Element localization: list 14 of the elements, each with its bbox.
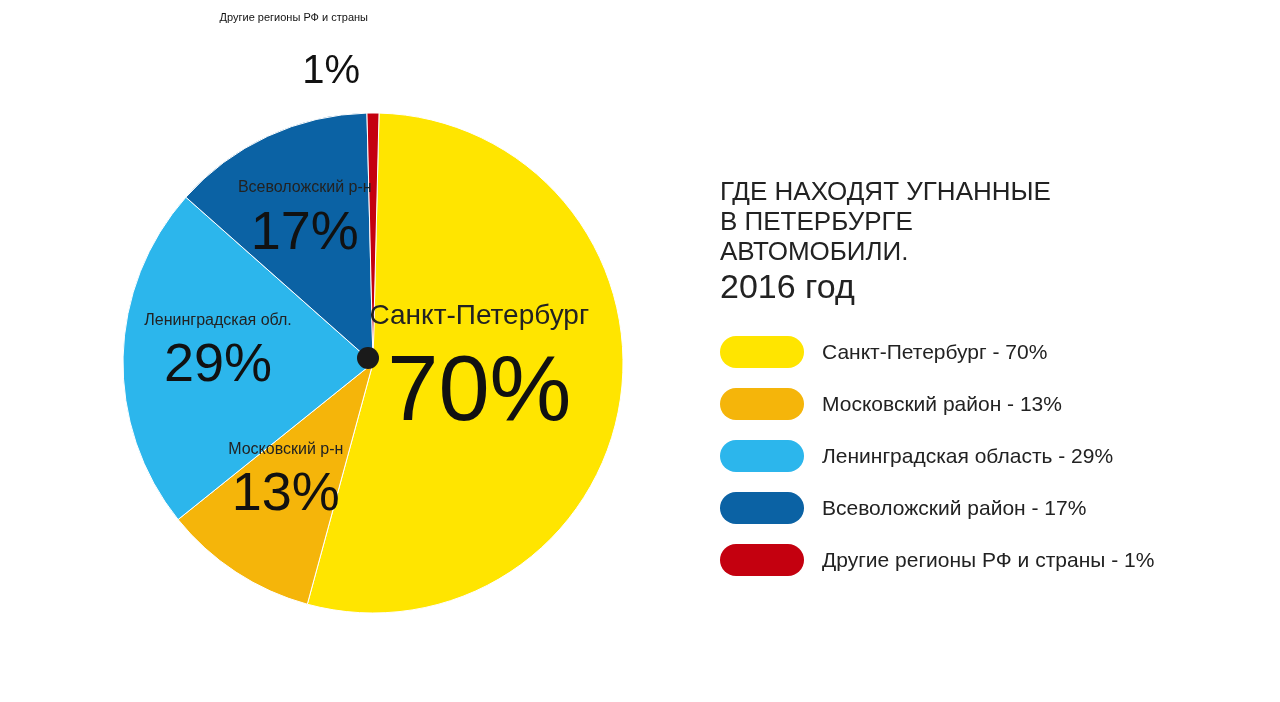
text: 2016 год — [720, 266, 856, 306]
data-label: 17% — [250, 199, 359, 260]
legend-label: Ленинградская область - 29% — [822, 444, 1114, 468]
text: Ленинградская обл. — [144, 310, 292, 328]
data-label: 70% — [387, 337, 572, 440]
legend-label: Другие регионы РФ и страны - 1% — [822, 548, 1155, 572]
data-label: 13% — [231, 461, 340, 522]
data-label: 29% — [164, 332, 273, 393]
legend-label: Московский район - 13% — [822, 392, 1062, 416]
data-label: 1% — [302, 47, 360, 91]
legend-label: Санкт-Петербург - 70% — [822, 340, 1048, 364]
text: Другие регионы РФ и страны — [218, 11, 368, 23]
legend-label: Всеволожский район - 17% — [822, 496, 1087, 520]
text: ГДЕ НАХОДЯТ УГНАННЫЕ В ПЕТЕРБУРГЕ АВТОМОБИЛИ. — [720, 176, 1052, 266]
